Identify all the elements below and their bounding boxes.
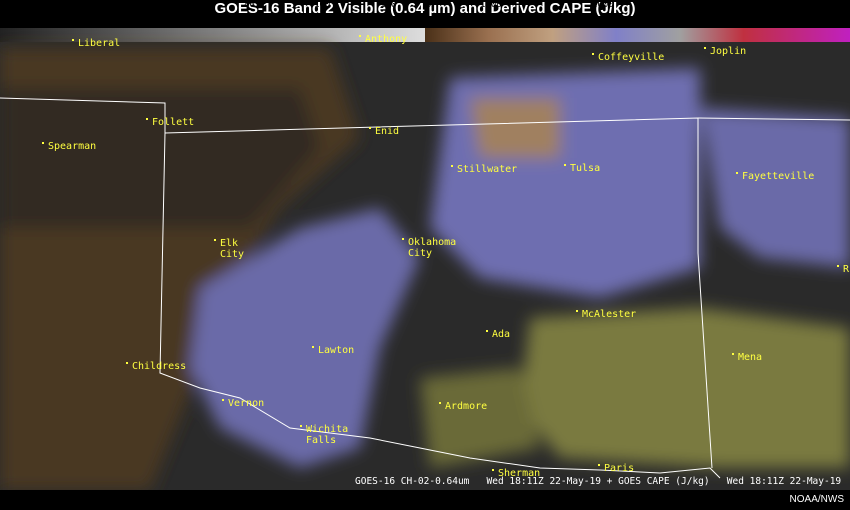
colorbar-label: 3000 [668,0,690,10]
city-label: R [836,264,850,275]
colorbar-label: 1000 [480,0,502,10]
city-label: Tulsa [563,163,601,174]
city-label: Joplin [703,46,747,57]
colorbar-label: 100 [314,0,331,10]
title: GOES-16 Band 2 Visible (0.64 µm) and Der… [214,0,636,17]
city-label: Sherman [491,468,541,479]
colorbar-label: 60 [186,0,197,10]
caption: GOES-16 CH-02-0.64um Wed 18:11Z 22-May-1… [355,476,842,487]
city-label: Ada [485,329,511,340]
city-label: Vernon [221,398,265,409]
colorbar-label: 2000 [592,0,614,10]
city-label: Mena [731,352,763,363]
city-label: McAlester [575,309,637,320]
satellite-map [0,28,850,490]
colorbar-label: 80 [244,0,255,10]
colorbar-label: 4000 [752,0,774,10]
city-label: Stillwater [450,164,518,175]
colorbar-label: 50 [838,0,849,10]
colorbar-label: 120 [380,0,397,10]
city-label: Spearman [41,141,97,152]
city-label: Liberal [71,38,121,49]
city-label: Paris [597,463,635,474]
city-label: Fayetteville [735,171,815,182]
city-label: Elk City [214,238,250,260]
city-label: Lawton [311,345,355,356]
city-label: Enid [368,126,400,137]
city-label: Wichita Falls [300,424,356,446]
colorbar-label: 0 [426,0,432,10]
city-label: Anthony [358,34,408,45]
city-label: Follett [145,117,195,128]
city-label: Childress [125,361,187,372]
city-label: Coffeyville [591,52,665,63]
city-label: Oklahoma City [402,237,468,259]
city-label: Ardmore [438,401,488,412]
credit: NOAA/NWS [789,494,844,505]
colorbar-label: 20 [62,0,73,10]
colorbar-label: 40 [122,0,133,10]
